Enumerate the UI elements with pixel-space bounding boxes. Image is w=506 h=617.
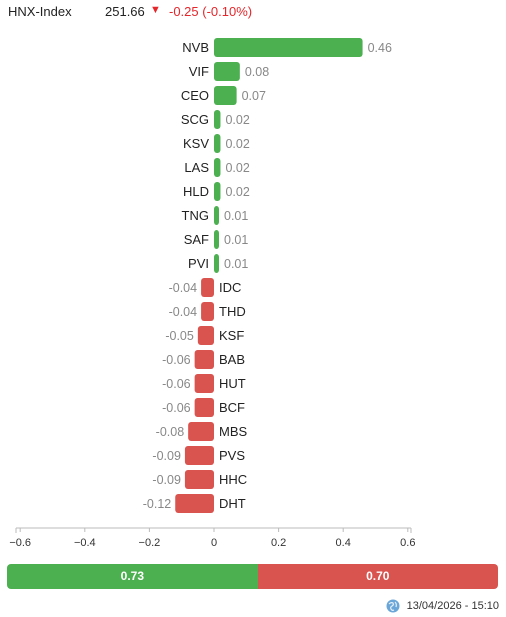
value-label: -0.06 <box>162 401 191 415</box>
x-tick-label: 0.6 <box>400 537 415 549</box>
value-label: -0.09 <box>152 473 181 487</box>
category-label: KSF <box>219 328 244 343</box>
category-label: SCG <box>181 112 209 127</box>
bar <box>184 470 214 489</box>
value-label: -0.04 <box>169 281 198 295</box>
bar <box>214 230 219 249</box>
bar <box>214 158 221 177</box>
category-label: NVB <box>182 40 209 55</box>
category-label: HHC <box>219 472 247 487</box>
index-header: HNX-Index 251.66 ▼ -0.25 (-0.10%) <box>0 0 506 24</box>
category-label: HUT <box>219 376 246 391</box>
bar <box>201 302 214 321</box>
index-value: 251.66 <box>105 4 145 19</box>
x-tick-label: 0 <box>211 537 217 549</box>
value-label: 0.02 <box>225 185 249 199</box>
category-label: DHT <box>219 496 246 511</box>
x-tick-label: 0.4 <box>336 537 351 549</box>
footer: 13/04/2026 - 15:10 <box>386 598 499 614</box>
bar <box>214 86 237 105</box>
x-tick-label: −0.2 <box>139 537 161 549</box>
value-label: 0.07 <box>242 89 266 103</box>
x-tick-label: −0.6 <box>9 537 31 549</box>
timestamp: 13/04/2026 - 15:10 <box>406 600 499 612</box>
value-label: 0.01 <box>224 257 248 271</box>
value-label: -0.06 <box>162 377 191 391</box>
value-label: -0.04 <box>169 305 198 319</box>
bar <box>194 374 214 393</box>
bar <box>194 398 214 417</box>
bar <box>214 134 221 153</box>
value-label: -0.12 <box>143 497 172 511</box>
value-label: 0.02 <box>225 137 249 151</box>
bar <box>201 278 214 297</box>
positive-total-segment: 0.73 <box>7 564 258 589</box>
value-label: 0.01 <box>224 209 248 223</box>
bar <box>214 254 219 273</box>
category-label: PVS <box>219 448 245 463</box>
category-label: THD <box>219 304 246 319</box>
category-label: HLD <box>183 184 209 199</box>
value-label: -0.05 <box>165 329 194 343</box>
x-tick-label: −0.4 <box>74 537 96 549</box>
category-label: SAF <box>184 232 209 247</box>
triangle-down-icon: ▼ <box>150 4 161 16</box>
value-label: 0.08 <box>245 65 269 79</box>
bar <box>214 182 221 201</box>
category-label: TNG <box>182 208 209 223</box>
category-label: BCF <box>219 400 245 415</box>
bar <box>214 62 240 81</box>
value-label: 0.02 <box>225 161 249 175</box>
bar <box>188 422 214 441</box>
value-label: -0.08 <box>156 425 185 439</box>
index-change: -0.25 (-0.10%) <box>169 4 253 19</box>
bar <box>214 206 219 225</box>
value-label: 0.02 <box>225 113 249 127</box>
category-label: KSV <box>183 136 209 151</box>
bar <box>194 350 214 369</box>
category-label: VIF <box>189 64 209 79</box>
value-label: -0.06 <box>162 353 191 367</box>
category-label: IDC <box>219 280 241 295</box>
bar <box>214 110 221 129</box>
bar <box>197 326 214 345</box>
category-label: BAB <box>219 352 245 367</box>
negative-total-segment: 0.70 <box>257 564 498 589</box>
bar <box>214 38 363 57</box>
bar <box>175 494 214 513</box>
contribution-bar-chart: NVB 0.46 VIF 0.08 CEO 0.07 SCG 0.02 KSV 0.02 LAS 0.… <box>9 38 415 549</box>
value-label: 0.01 <box>224 233 248 247</box>
category-label: CEO <box>181 88 209 103</box>
index-name: HNX-Index <box>8 4 72 19</box>
value-label: 0.46 <box>368 41 392 55</box>
category-label: LAS <box>184 160 209 175</box>
value-label: -0.09 <box>152 449 181 463</box>
category-label: PVI <box>188 256 209 271</box>
x-tick-label: 0.2 <box>271 537 286 549</box>
advance-decline-summary-bar: 0.73 0.70 <box>7 564 498 589</box>
bar <box>184 446 214 465</box>
refresh-globe-icon[interactable] <box>386 599 400 613</box>
category-label: MBS <box>219 424 248 439</box>
